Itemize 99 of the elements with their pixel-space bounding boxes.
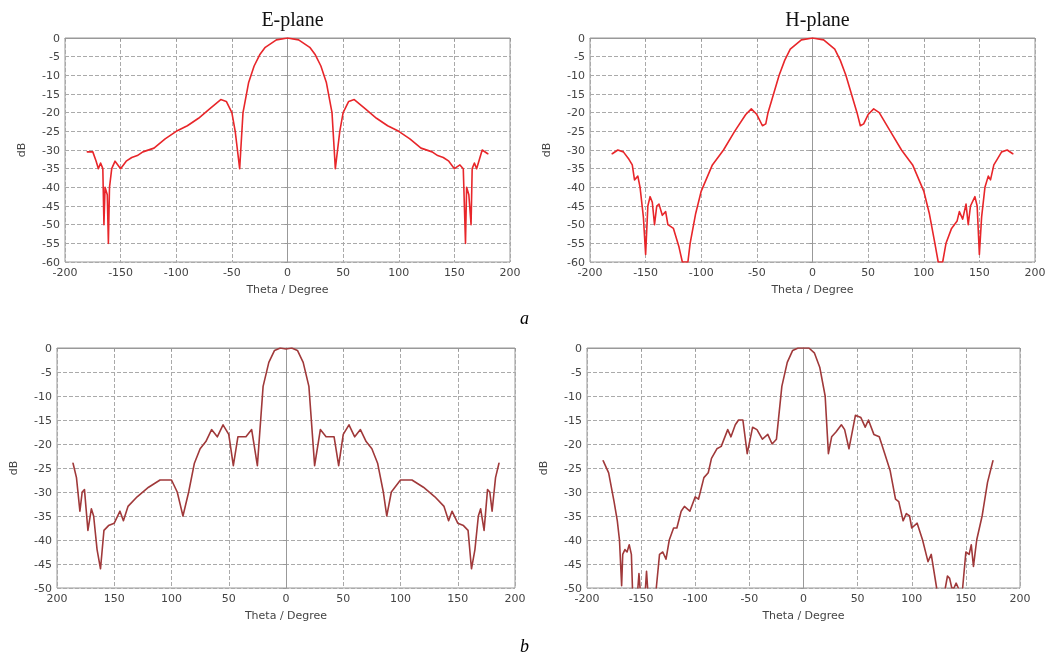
x-tick-label: 200 <box>1024 266 1046 279</box>
y-tick-label: -5 <box>41 365 52 379</box>
y-tick-label: -45 <box>567 199 585 213</box>
x-tick-label: 150 <box>968 266 990 279</box>
y-tick-label: -15 <box>567 87 585 101</box>
y-tick-label: -40 <box>564 533 582 547</box>
x-tick-label: 50 <box>221 592 236 605</box>
x-tick-label: 200 <box>1009 592 1031 605</box>
line-series <box>86 37 489 245</box>
y-tick-label: -5 <box>574 50 585 64</box>
y-tick-label: -5 <box>571 365 582 379</box>
y-tick-label: -20 <box>564 437 582 451</box>
x-tick-label: -100 <box>682 592 708 605</box>
y-tick-label: -10 <box>564 389 582 403</box>
x-tick-label: -100 <box>163 266 189 279</box>
y-tick-label: -30 <box>42 143 60 157</box>
x-tick-label: 100 <box>388 266 410 279</box>
y-tick-label: -15 <box>42 87 60 101</box>
text: b <box>519 636 530 657</box>
x-tick-label: 100 <box>913 266 935 279</box>
x-tick-label: 0 <box>800 592 807 605</box>
x-tick-label: 150 <box>443 266 465 279</box>
y-tick-label: -10 <box>567 68 585 82</box>
y-tick-label: -50 <box>42 218 60 232</box>
y-tick-label: -25 <box>567 124 585 138</box>
chart-title: E-plane <box>261 8 324 31</box>
x-tick-label: -50 <box>747 266 766 279</box>
y-tick-label: -45 <box>34 557 52 571</box>
y-tick-label: -45 <box>564 557 582 571</box>
text: a <box>519 308 530 329</box>
x-tick-label: 100 <box>161 592 182 605</box>
x-tick-label: 150 <box>447 592 469 605</box>
x-tick-label: 0 <box>809 266 816 279</box>
y-tick-label: 0 <box>578 31 585 45</box>
x-tick-label: 200 <box>46 592 68 605</box>
x-tick-label: -200 <box>577 266 603 279</box>
y-tick-label: -35 <box>567 162 585 176</box>
x-tick-label: -100 <box>688 266 714 279</box>
x-tick-label: 50 <box>336 592 351 605</box>
y-tick-label: -5 <box>49 50 60 64</box>
y-tick-label: -35 <box>34 509 52 523</box>
line-series <box>72 347 500 570</box>
chart-title: H-plane <box>785 8 850 31</box>
x-tick-label: 200 <box>499 266 521 279</box>
y-tick-label: -35 <box>564 509 582 523</box>
x-tick-label: 200 <box>504 592 526 605</box>
x-axis-title: Theta / Degree <box>245 283 329 296</box>
y-tick-label: 0 <box>45 341 52 355</box>
x-tick-label: 100 <box>390 592 411 605</box>
y-tick-label: -25 <box>42 124 60 138</box>
y-tick-label: -10 <box>42 68 60 82</box>
y-tick-label: -30 <box>567 143 585 157</box>
x-tick-label: -200 <box>574 592 600 605</box>
x-tick-label: 50 <box>336 266 351 279</box>
x-tick-label: 150 <box>103 592 125 605</box>
y-tick-label: -35 <box>42 162 60 176</box>
x-tick-label: -150 <box>108 266 134 279</box>
y-tick-label: -25 <box>564 461 582 475</box>
y-tick-label: -30 <box>34 485 52 499</box>
x-tick-label: -50 <box>740 592 759 605</box>
x-tick-label: -200 <box>52 266 78 279</box>
y-tick-label: -60 <box>567 255 585 269</box>
y-tick-label: -40 <box>34 533 52 547</box>
y-axis-title: dB <box>537 460 550 476</box>
y-tick-label: -10 <box>34 389 52 403</box>
y-tick-label: -60 <box>42 255 60 269</box>
x-axis-title: Theta / Degree <box>243 609 328 622</box>
y-tick-label: -40 <box>42 180 60 194</box>
line-series <box>611 37 1014 263</box>
y-tick-label: -20 <box>42 106 60 120</box>
x-axis-title: Theta / Degree <box>770 283 854 296</box>
y-tick-label: 0 <box>575 341 582 355</box>
y-tick-label: -55 <box>567 236 585 250</box>
x-tick-label: -50 <box>222 266 241 279</box>
y-tick-label: -20 <box>567 106 585 120</box>
x-tick-label: 50 <box>850 592 865 605</box>
x-axis-title: Theta / Degree <box>761 609 845 622</box>
y-tick-label: -45 <box>42 199 60 213</box>
y-tick-label: -40 <box>567 180 585 194</box>
y-tick-label: -25 <box>34 461 52 475</box>
x-tick-label: -150 <box>628 592 654 605</box>
x-tick-label: 100 <box>901 592 923 605</box>
y-tick-label: -50 <box>34 581 52 595</box>
y-tick-label: -20 <box>34 437 52 451</box>
y-axis-title: dB <box>15 142 28 158</box>
y-axis-title: dB <box>7 460 20 476</box>
y-tick-label: -15 <box>34 413 52 427</box>
y-tick-label: -50 <box>567 218 585 232</box>
y-axis-title: dB <box>540 142 553 158</box>
x-tick-label: 50 <box>861 266 876 279</box>
x-tick-label: 0 <box>282 592 290 605</box>
x-tick-label: 150 <box>955 592 977 605</box>
y-tick-label: -55 <box>42 236 60 250</box>
x-tick-label: -150 <box>633 266 659 279</box>
y-tick-label: 0 <box>53 31 60 45</box>
x-tick-label: 0 <box>284 266 291 279</box>
y-tick-label: -15 <box>564 413 582 427</box>
y-tick-label: -30 <box>564 485 582 499</box>
y-tick-label: -50 <box>564 581 582 595</box>
